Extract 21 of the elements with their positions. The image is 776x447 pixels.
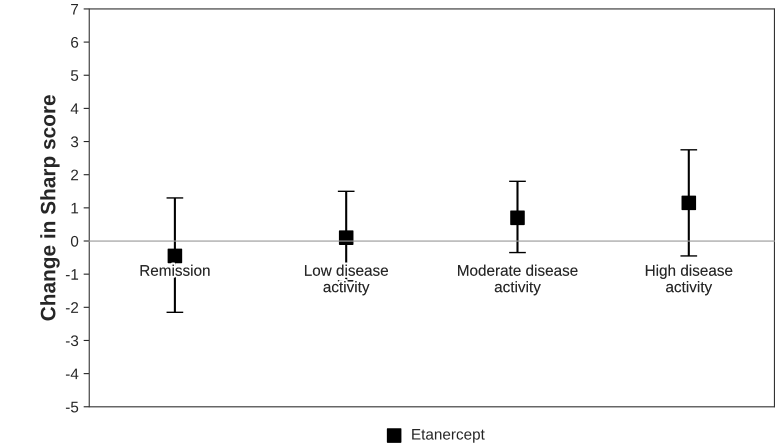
y-tick-label: 5 [70,70,78,81]
point [510,210,525,226]
y-tick-label: 6 [71,36,78,48]
y-tick-label: 1 [71,202,78,214]
y-tick-label: -4 [66,368,78,380]
y-tick-label: -3 [66,335,78,346]
y-axis-title: Change in Sharp score [40,95,60,320]
x-tick-label: Moderate disease activity [458,264,578,296]
y-tick-label: 7 [71,4,78,14]
y-tick-label: 2 [71,170,78,180]
x-tick-label: High disease activity [646,264,732,296]
y-tick-label: -5 [66,402,78,412]
y-tick-label: 0 [70,236,78,247]
point [168,248,182,264]
point [338,230,354,245]
y-tick-label: -2 [66,302,78,313]
y-tick-label: 4 [70,103,78,114]
y-tick-label: 3 [70,136,78,148]
point [682,196,696,210]
y-tick-label: -1 [66,269,78,280]
legend-label: Etanercept [412,429,485,443]
